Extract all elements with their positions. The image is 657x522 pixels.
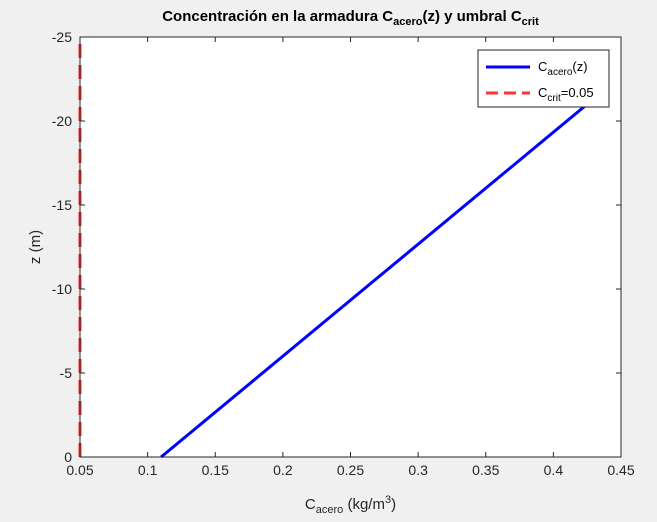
legend-label-part: C bbox=[538, 59, 547, 74]
chart-title-part: crit bbox=[522, 16, 539, 28]
legend-box bbox=[477, 49, 610, 108]
legend-label-part: =0.05 bbox=[561, 85, 594, 100]
x-tick-label: 0.45 bbox=[607, 462, 634, 478]
x-axis-label-part: ) bbox=[391, 496, 396, 513]
legend[interactable]: Cacero(z)Ccrit=0.05 bbox=[477, 49, 610, 108]
x-tick-label: 0.25 bbox=[337, 462, 364, 478]
chart-title: Concentración en la armadura Cacero(z) y… bbox=[162, 8, 539, 28]
x-tick-label: 0.1 bbox=[138, 462, 158, 478]
x-tick-label: 0.35 bbox=[472, 462, 499, 478]
legend-label-c_acero: Cacero(z) bbox=[538, 59, 588, 78]
y-tick-label: -5 bbox=[60, 365, 73, 381]
chart-title-part: acero bbox=[393, 16, 423, 28]
legend-label-part: (z) bbox=[572, 59, 587, 74]
x-tick-label: 0.15 bbox=[202, 462, 229, 478]
tick-layer: 0.05 0.1 0.15 0.2 0.25 0.3 0.35 0.4 0.45 0 -5 -10 -1… bbox=[52, 29, 635, 478]
x-axis-label-part: 3 bbox=[385, 494, 391, 506]
y-axis-label: z (m) bbox=[27, 230, 44, 264]
y-tick-label: -15 bbox=[52, 197, 72, 213]
legend-label-part: C bbox=[538, 85, 547, 100]
series-line-c_acero bbox=[160, 86, 609, 459]
x-tick-label: 0.4 bbox=[544, 462, 564, 478]
y-tick-label: -20 bbox=[52, 113, 72, 129]
legend-items: Cacero(z)Ccrit=0.05 bbox=[486, 59, 594, 104]
x-tick-label: 0.2 bbox=[273, 462, 293, 478]
legend-label-part: crit bbox=[547, 93, 561, 104]
x-axis-label: Cacero (kg/m3) bbox=[305, 494, 396, 516]
x-axis-label-part: acero bbox=[316, 504, 344, 516]
x-tick-label: 0.05 bbox=[66, 462, 93, 478]
legend-label-part: acero bbox=[547, 67, 572, 78]
x-axis-label-part: (kg/m bbox=[343, 496, 385, 513]
chart-title-part: Concentración en la armadura C bbox=[162, 8, 393, 25]
chart-title-part: (z) y umbral C bbox=[422, 8, 521, 25]
y-tick-label: 0 bbox=[64, 449, 72, 465]
y-tick-label: -10 bbox=[52, 281, 72, 297]
x-axis-label-part: C bbox=[305, 496, 316, 513]
x-tick-label: 0.3 bbox=[408, 462, 428, 478]
legend-label-c_crit: Ccrit=0.05 bbox=[538, 85, 594, 104]
y-tick-label: -25 bbox=[52, 29, 72, 45]
